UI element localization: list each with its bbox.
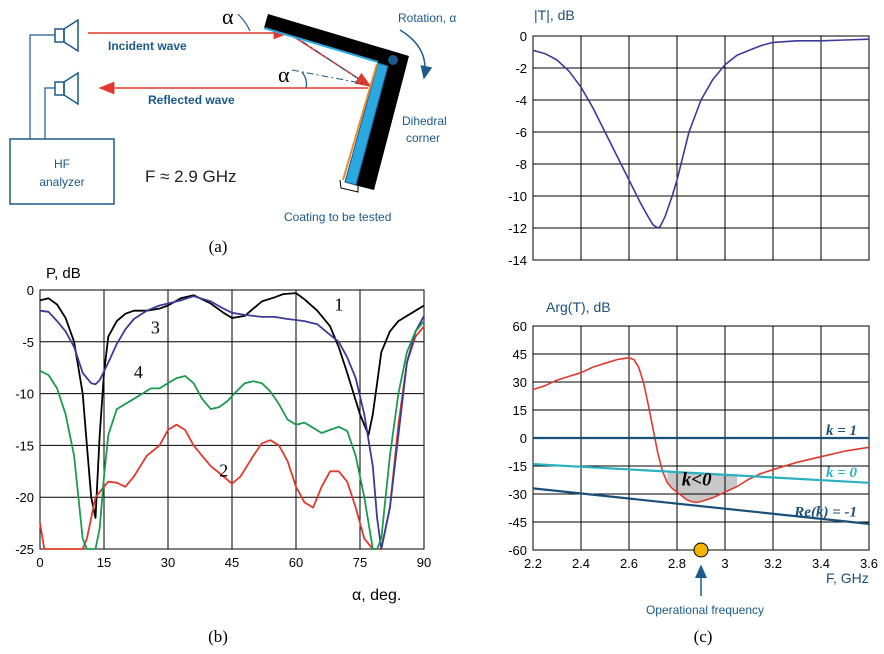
horn-antenna-icon xyxy=(54,71,79,106)
x-tick-label: 75 xyxy=(353,555,367,570)
x-tick-label: 3.4 xyxy=(812,556,830,571)
y-tick-label: 45 xyxy=(513,347,527,362)
y-tick-label: -10 xyxy=(15,387,34,402)
coating-label: Coating to be tested xyxy=(284,210,391,224)
x-tick-label: 2.6 xyxy=(620,556,638,571)
x-tick-label: 30 xyxy=(161,555,175,570)
x-tick-label: 60 xyxy=(289,555,303,570)
y-tick-label: -6 xyxy=(515,125,527,140)
x-tick-label: 0 xyxy=(36,555,43,570)
hf-analyzer-box xyxy=(9,138,115,205)
alpha-top: α xyxy=(222,4,234,29)
chart-b-ylabel: P, dB xyxy=(46,265,81,282)
plot-frame xyxy=(532,35,870,261)
y-tick-label: 0 xyxy=(27,283,34,298)
chart-c-bottom-xlabel: F, GHz xyxy=(826,570,869,586)
y-tick-label: -10 xyxy=(508,189,527,204)
rotation-label: Rotation, α xyxy=(398,11,456,25)
line-annotation: k = 1 xyxy=(826,423,857,439)
coating-layer-blue xyxy=(344,62,389,186)
y-tick-label: 60 xyxy=(513,319,527,334)
line-annotation: k<0 xyxy=(682,470,712,491)
operational-frequency-label: Operational frequency xyxy=(646,603,764,617)
x-tick-label: 3.6 xyxy=(860,556,878,571)
analyzer-label-2: analyzer xyxy=(39,175,84,189)
series-line xyxy=(532,487,870,525)
x-tick-label: 2.2 xyxy=(524,556,542,571)
chart-c-bottom-ylabel: Arg(T), dB xyxy=(546,299,611,315)
y-tick-label: -2 xyxy=(515,61,527,76)
panel-b-label: (b) xyxy=(208,627,228,646)
setup-diagram: HF analyzer Incident wave Reflected wave… xyxy=(9,4,456,256)
curve-label: 4 xyxy=(134,362,143,382)
series-line xyxy=(39,325,425,550)
x-tick-label: 90 xyxy=(417,555,431,570)
rotation-axis xyxy=(388,55,398,65)
y-tick-label: -14 xyxy=(508,253,527,268)
y-tick-label: -8 xyxy=(515,157,527,172)
cable-1 xyxy=(29,34,55,139)
chart-b-xlabel: α, deg. xyxy=(352,587,401,604)
y-tick-label: -15 xyxy=(508,459,527,474)
frequency-label: F ≈ 2.9 GHz xyxy=(145,167,237,186)
analyzer-label-1: HF xyxy=(54,157,70,171)
chart-c-phase: 2.2 2.4 2.6 2.8 3 3.2 3.4 3.6 60 45 30 15 0 -15 -30 -45… xyxy=(508,319,878,596)
y-tick-label: 15 xyxy=(513,403,527,418)
x-tick-label: 45 xyxy=(225,555,239,570)
x-tick-label: 2.8 xyxy=(668,556,686,571)
y-tick-label: 0 xyxy=(520,29,527,44)
curve-label: 2 xyxy=(219,460,228,480)
x-tick-label: 15 xyxy=(97,555,111,570)
rotation-arrow xyxy=(399,29,433,80)
y-tick-label: -60 xyxy=(508,543,527,558)
y-tick-label: -12 xyxy=(508,221,527,236)
angle-arc-top xyxy=(237,13,251,32)
panel-a-label: (a) xyxy=(209,237,228,256)
y-tick-label: -45 xyxy=(508,515,527,530)
y-tick-label: -25 xyxy=(15,542,34,557)
series-line xyxy=(532,38,870,229)
y-tick-label: -5 xyxy=(22,335,34,350)
y-tick-label: -20 xyxy=(15,490,34,505)
x-tick-label: 3.2 xyxy=(764,556,782,571)
curve-label: 1 xyxy=(334,295,343,315)
dihedral-corner-plate xyxy=(264,14,409,190)
chart-b-angle-response: 0 15 30 45 60 75 90 0 -5 -10 -15 -20 -25 1 2 3 4 xyxy=(15,283,431,570)
horn-antenna-icon xyxy=(54,18,79,53)
line-annotation: k = 0 xyxy=(826,465,858,481)
normal-dashdot xyxy=(289,32,361,81)
reflection-dashdot xyxy=(291,69,367,85)
panel-c-label: (c) xyxy=(694,627,713,646)
series-line xyxy=(532,463,870,484)
operational-frequency-marker xyxy=(693,542,709,558)
dihedral-label-1: Dihedral xyxy=(402,114,447,128)
alpha-bottom: α xyxy=(278,62,290,87)
coating-layer-orange xyxy=(342,63,378,181)
y-tick-label: -4 xyxy=(515,93,527,108)
cable-2 xyxy=(44,87,55,139)
line-annotation: Re(k) = -1 xyxy=(793,504,857,520)
series-line xyxy=(39,292,425,519)
series-line xyxy=(39,320,425,550)
reflected-wave-label: Reflected wave xyxy=(148,93,235,107)
y-tick-label: -15 xyxy=(15,438,34,453)
dihedral-label-2: corner xyxy=(406,131,440,145)
coating-bracket xyxy=(339,179,359,193)
x-tick-label: 2.4 xyxy=(572,556,590,571)
y-tick-label: 0 xyxy=(520,431,527,446)
y-tick-label: -30 xyxy=(508,487,527,502)
y-tick-label: 30 xyxy=(513,375,527,390)
angle-arc-bottom xyxy=(301,71,308,89)
series-line xyxy=(39,295,425,550)
x-tick-label: 3 xyxy=(721,556,728,571)
incident-wave-label: Incident wave xyxy=(108,39,187,53)
chart-c-top-ylabel: |T|, dB xyxy=(534,7,575,23)
coating-layer-top xyxy=(263,27,379,63)
negative-k-region xyxy=(667,471,737,503)
curve-label: 3 xyxy=(151,318,160,338)
chart-c-magnitude: 0 -2 -4 -6 -8 -10 -12 -14 xyxy=(508,29,870,268)
